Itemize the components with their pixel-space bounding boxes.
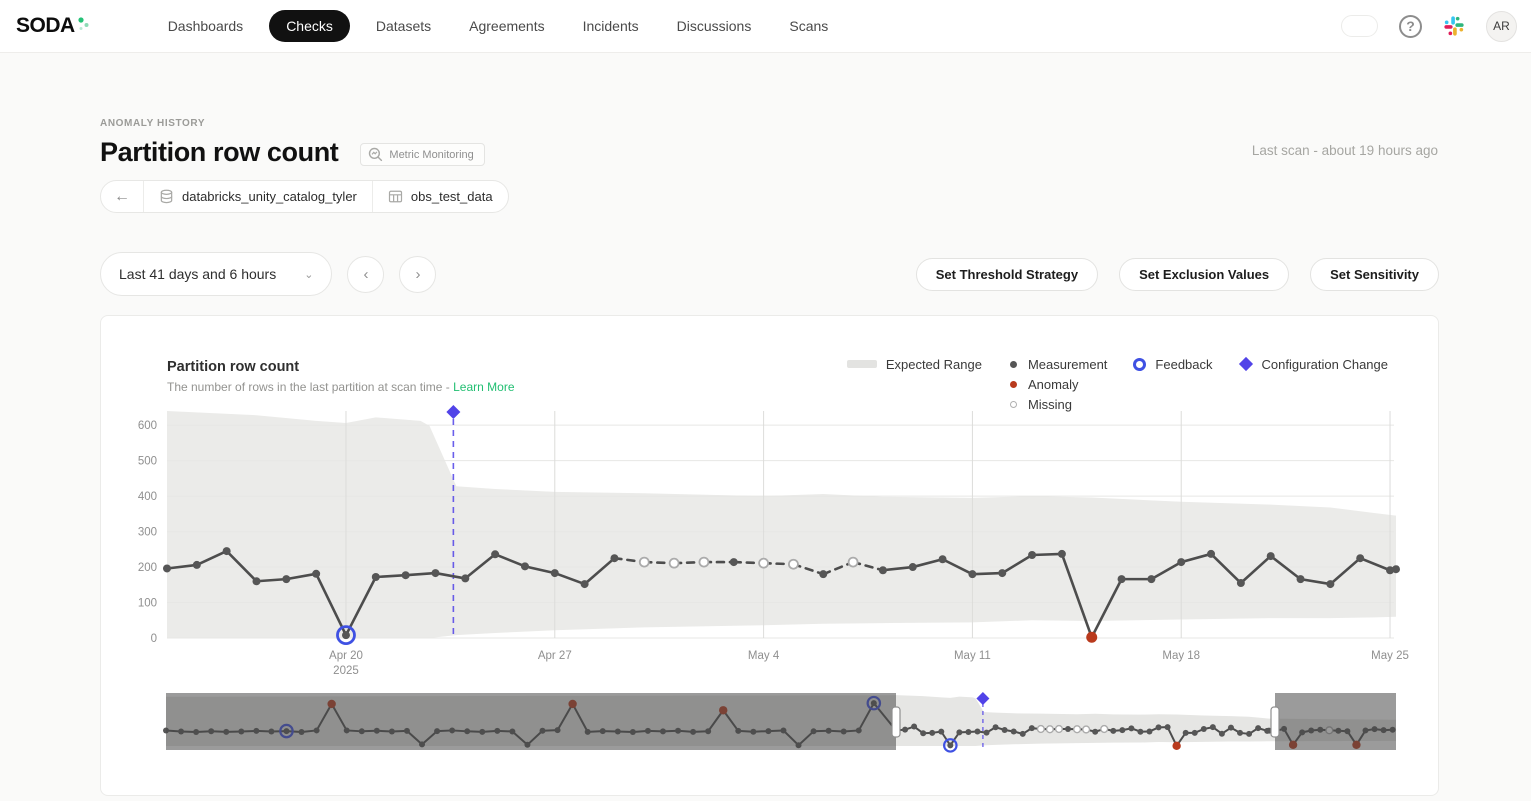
legend-expected-range: Expected Range	[846, 354, 982, 374]
soda-logo-dots-icon	[78, 17, 89, 30]
set-threshold-strategy-button[interactable]: Set Threshold Strategy	[915, 257, 1099, 291]
avatar[interactable]: AR	[1486, 10, 1517, 42]
page-title: Partition row count	[100, 137, 339, 167]
expected-range-swatch-icon	[846, 360, 877, 368]
nav-items: Dashboards Checks Datasets Agreements In…	[156, 10, 841, 42]
nav-item-discussions[interactable]: Discussions	[676, 18, 752, 34]
legend-label: Missing	[1027, 396, 1073, 412]
set-sensitivity-button[interactable]: Set Sensitivity	[1310, 257, 1439, 291]
legend-anomaly: Anomaly	[1008, 374, 1107, 394]
nav-item-scans[interactable]: Scans	[789, 18, 829, 34]
page-header: ANOMALY HISTORY Partition row count Metr…	[100, 53, 1439, 213]
minimap-unselected-left	[166, 693, 896, 750]
badge-label: Metric Monitoring	[389, 148, 474, 161]
minimap-svg[interactable]	[101, 689, 1440, 753]
brush-handle-left[interactable]	[891, 706, 901, 738]
database-icon	[159, 189, 174, 204]
nav-item-incidents[interactable]: Incidents	[582, 18, 639, 34]
legend-label: Feedback	[1155, 356, 1213, 372]
next-range-button[interactable]: ›	[399, 255, 437, 293]
chart-title: Partition row count	[167, 359, 300, 375]
time-range-select[interactable]: Last 41 days and 6 hours ⌄	[100, 252, 333, 296]
nav-item-datasets[interactable]: Datasets	[375, 18, 432, 34]
svg-text:May 4: May 4	[748, 650, 780, 662]
legend-feedback: Feedback	[1133, 354, 1213, 374]
nav-item-dashboards[interactable]: Dashboards	[167, 18, 244, 34]
soda-logo[interactable]: SODA	[16, 14, 90, 38]
nav-item-agreements[interactable]: Agreements	[469, 18, 545, 34]
table-icon	[388, 189, 403, 204]
svg-text:May 25: May 25	[1371, 650, 1409, 662]
prev-range-button[interactable]: ‹	[347, 255, 385, 293]
help-icon[interactable]: ?	[1399, 14, 1422, 38]
top-nav: SODA Dashboards Checks Datasets Agreemen…	[0, 0, 1531, 53]
breadcrumb: ← databricks_unity_catalog_tyler obs_tes…	[100, 180, 509, 213]
legend-label: Configuration Change	[1261, 356, 1388, 372]
dataset-label: obs_test_data	[410, 189, 493, 204]
nav-item-checks[interactable]: Checks	[269, 10, 350, 42]
svg-text:300: 300	[138, 527, 157, 539]
measurement-dot-icon	[1009, 360, 1017, 368]
time-range-label: Last 41 days and 6 hours	[119, 266, 277, 282]
legend-missing: Missing	[1008, 394, 1107, 414]
legend-label: Anomaly	[1027, 376, 1079, 392]
last-scan-text: Last scan - about 19 hours ago	[1251, 143, 1438, 158]
brush-handle-right[interactable]	[1270, 706, 1280, 738]
soda-logo-text: SODA	[16, 14, 75, 37]
svg-text:May 18: May 18	[1162, 650, 1200, 662]
svg-text:400: 400	[138, 491, 157, 503]
configuration-change-diamond-icon	[1238, 356, 1253, 372]
legend-configuration-change: Configuration Change	[1238, 354, 1388, 374]
svg-text:Apr 27: Apr 27	[538, 650, 572, 662]
action-buttons: Set Threshold Strategy Set Exclusion Val…	[915, 257, 1439, 291]
svg-text:200: 200	[138, 562, 157, 574]
chart-subtitle: The number of rows in the last partition…	[167, 380, 515, 394]
metric-monitoring-icon	[369, 147, 383, 162]
nav-right: ? AR	[1341, 10, 1517, 42]
breadcrumb-dataset[interactable]: obs_test_data	[371, 181, 508, 212]
slack-icon[interactable]	[1443, 15, 1465, 37]
feedback-ring-icon	[1133, 357, 1147, 371]
svg-text:Apr 20: Apr 20	[329, 650, 363, 662]
page-eyebrow: ANOMALY HISTORY	[100, 118, 206, 129]
back-button[interactable]: ←	[101, 181, 143, 212]
minimap-unselected-right	[1275, 693, 1396, 750]
svg-text:100: 100	[138, 598, 157, 610]
metric-monitoring-badge: Metric Monitoring	[360, 143, 485, 166]
chart-card: Partition row count The number of rows i…	[100, 315, 1439, 796]
svg-text:600: 600	[138, 420, 157, 432]
chart-legend: Expected Range Measurement Anomaly Missi…	[846, 354, 1388, 414]
svg-text:0: 0	[151, 633, 157, 645]
learn-more-link[interactable]: Learn More	[453, 380, 515, 394]
datasource-label: databricks_unity_catalog_tyler	[182, 189, 357, 204]
svg-text:500: 500	[138, 456, 157, 468]
controls-row: Last 41 days and 6 hours ⌄ ‹ › Set Thres…	[100, 252, 1439, 296]
chart-header: Partition row count The number of rows i…	[167, 359, 515, 394]
nav-toggle-pill[interactable]	[1341, 15, 1378, 37]
svg-text:May 11: May 11	[954, 650, 991, 662]
svg-text:2025: 2025	[333, 665, 359, 677]
anomaly-dot-icon	[1009, 380, 1017, 388]
chevron-down-icon: ⌄	[304, 268, 314, 281]
breadcrumb-datasource[interactable]: databricks_unity_catalog_tyler	[143, 181, 372, 212]
chart-subtitle-text: The number of rows in the last partition…	[167, 380, 454, 394]
missing-dot-icon	[1009, 400, 1017, 408]
main-chart-svg[interactable]: 0 100 200 300 400 500 600 Apr 20 2025 Apr 27 May 4…	[101, 401, 1440, 693]
legend-measurement: Measurement	[1008, 354, 1107, 374]
title-row: Partition row count Metric Monitoring	[100, 137, 1439, 168]
back-arrow-icon: ←	[114, 187, 130, 205]
legend-label: Measurement	[1027, 356, 1108, 372]
legend-label: Expected Range	[885, 356, 982, 372]
legend-measurement-group: Measurement Anomaly Missing	[1008, 354, 1107, 414]
main-content: ANOMALY HISTORY Partition row count Metr…	[100, 53, 1439, 796]
set-exclusion-values-button[interactable]: Set Exclusion Values	[1119, 257, 1290, 291]
